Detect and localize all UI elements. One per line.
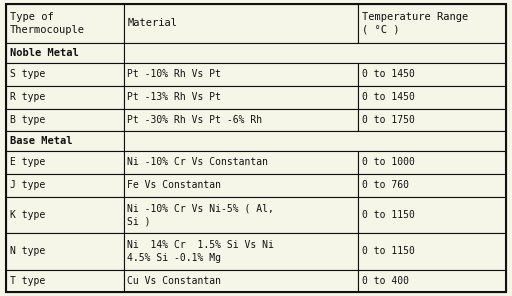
Text: Pt -13% Rh Vs Pt: Pt -13% Rh Vs Pt xyxy=(127,92,221,102)
Text: B type: B type xyxy=(10,115,45,125)
Text: Ni  14% Cr  1.5% Si Vs Ni
4.5% Si -0.1% Mg: Ni 14% Cr 1.5% Si Vs Ni 4.5% Si -0.1% Mg xyxy=(127,240,274,263)
Bar xyxy=(123,197,358,233)
Bar xyxy=(123,4,358,43)
Text: Material: Material xyxy=(127,18,177,28)
Text: Temperature Range
( °C ): Temperature Range ( °C ) xyxy=(362,12,468,35)
Bar xyxy=(358,4,506,43)
Text: K type: K type xyxy=(10,210,45,220)
Bar xyxy=(123,63,358,86)
Bar xyxy=(123,43,506,63)
Text: R type: R type xyxy=(10,92,45,102)
Text: 0 to 1150: 0 to 1150 xyxy=(362,210,415,220)
Text: Noble Metal: Noble Metal xyxy=(10,48,78,58)
Bar xyxy=(6,197,123,233)
Bar xyxy=(6,174,123,197)
Bar xyxy=(6,151,123,174)
Text: Pt -10% Rh Vs Pt: Pt -10% Rh Vs Pt xyxy=(127,69,221,79)
Bar xyxy=(6,109,123,131)
Text: N type: N type xyxy=(10,246,45,256)
Bar xyxy=(358,197,506,233)
Text: Ni -10% Cr Vs Constantan: Ni -10% Cr Vs Constantan xyxy=(127,157,268,168)
Text: Fe Vs Constantan: Fe Vs Constantan xyxy=(127,180,221,190)
Text: 0 to 1750: 0 to 1750 xyxy=(362,115,415,125)
Bar xyxy=(6,4,123,43)
Text: Cu Vs Constantan: Cu Vs Constantan xyxy=(127,276,221,286)
Text: E type: E type xyxy=(10,157,45,168)
Text: 0 to 1000: 0 to 1000 xyxy=(362,157,415,168)
Bar xyxy=(6,43,123,63)
Bar xyxy=(123,109,358,131)
Text: J type: J type xyxy=(10,180,45,190)
Bar xyxy=(358,270,506,292)
Text: 0 to 1450: 0 to 1450 xyxy=(362,69,415,79)
Text: 0 to 400: 0 to 400 xyxy=(362,276,409,286)
Text: 0 to 760: 0 to 760 xyxy=(362,180,409,190)
Text: T type: T type xyxy=(10,276,45,286)
Text: Pt -30% Rh Vs Pt -6% Rh: Pt -30% Rh Vs Pt -6% Rh xyxy=(127,115,262,125)
Bar xyxy=(123,270,358,292)
Bar xyxy=(358,233,506,270)
Text: Type of
Thermocouple: Type of Thermocouple xyxy=(10,12,84,35)
Bar xyxy=(123,86,358,109)
Bar xyxy=(123,151,358,174)
Bar xyxy=(6,233,123,270)
Bar xyxy=(6,270,123,292)
Bar xyxy=(358,151,506,174)
Bar xyxy=(6,63,123,86)
Text: S type: S type xyxy=(10,69,45,79)
Text: 0 to 1150: 0 to 1150 xyxy=(362,246,415,256)
Bar xyxy=(358,109,506,131)
Bar xyxy=(358,86,506,109)
Bar xyxy=(123,131,506,151)
Text: Ni -10% Cr Vs Ni-5% ( Al,
Si ): Ni -10% Cr Vs Ni-5% ( Al, Si ) xyxy=(127,204,274,226)
Bar xyxy=(6,131,123,151)
Bar xyxy=(358,63,506,86)
Bar xyxy=(358,174,506,197)
Bar xyxy=(123,233,358,270)
Text: Base Metal: Base Metal xyxy=(10,136,72,146)
Bar xyxy=(6,86,123,109)
Bar xyxy=(123,174,358,197)
Text: 0 to 1450: 0 to 1450 xyxy=(362,92,415,102)
